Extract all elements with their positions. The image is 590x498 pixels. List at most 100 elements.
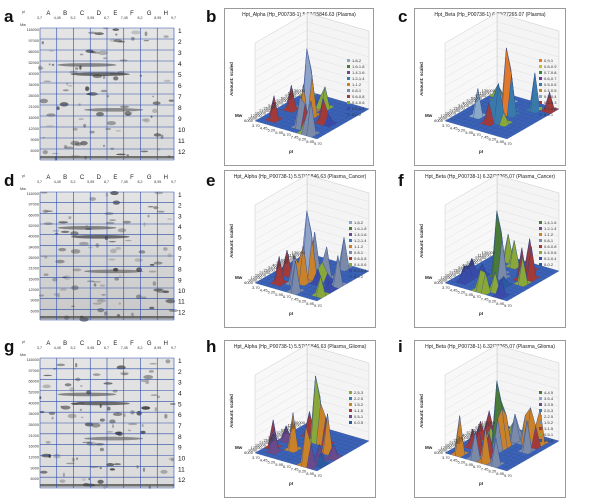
mw-value: 116000: [27, 28, 39, 32]
mw-value: 97000: [28, 203, 39, 207]
legend-swatch: [349, 415, 352, 418]
wall-gridline: [444, 64, 560, 96]
legend-swatch: [539, 397, 542, 400]
pi-tick-label: 3.70: [252, 285, 261, 290]
gel-spot: [60, 405, 64, 408]
pi-tick-label: 4.45: [450, 457, 459, 462]
gel-spot: [42, 384, 51, 389]
pi-tick-label: 4.45: [450, 287, 459, 292]
gel-spot: [163, 35, 169, 38]
gel-spot: [105, 221, 115, 225]
legend-swatch: [539, 77, 542, 80]
mw-tick-label: 6000: [244, 280, 254, 285]
legend-label: 1-1.2: [352, 82, 362, 87]
gel-spot: [130, 312, 134, 317]
legend-swatch: [539, 439, 542, 442]
row-number: 7: [178, 94, 182, 101]
pi-value: 4,45: [54, 16, 61, 20]
legend-label: 0.6-0.8: [354, 256, 367, 261]
mw-tick-label: 26000: [454, 268, 466, 273]
legend-swatch: [349, 257, 352, 260]
gel-spot: [106, 121, 117, 126]
pi-value: 8,95: [154, 16, 161, 20]
pi-tick-label: 8.95: [496, 471, 505, 476]
wall-gridline: [444, 379, 560, 410]
gel-spot: [103, 57, 108, 60]
pi-value: 4,45: [54, 346, 61, 350]
gel-spot: [45, 440, 51, 444]
mw-tick-label: 52000: [277, 430, 289, 435]
wall-gridline: [444, 47, 560, 78]
row-number: 7: [178, 256, 182, 263]
gel-spot: [93, 51, 100, 54]
gel-spot: [119, 105, 130, 108]
mw-tick-label: 136000: [292, 420, 306, 425]
mw-tick-label: 66000: [281, 428, 293, 433]
gel-spot: [96, 112, 104, 117]
mw-tick-label: 26000: [264, 106, 276, 111]
gel-spot: [164, 413, 168, 419]
mw-value: 34000: [28, 412, 39, 416]
wall-gridline: [444, 370, 560, 402]
row-number: 1: [178, 358, 182, 365]
legend-swatch: [347, 89, 350, 92]
pi-tick-label: 3.70: [252, 123, 261, 128]
legend-swatch: [347, 59, 350, 62]
wall-gridline: [254, 200, 370, 232]
gel-spot: [121, 372, 129, 376]
gel-spot: [149, 263, 155, 266]
row-number: 3: [178, 380, 182, 387]
gel-spot: [110, 248, 117, 254]
gel-spot: [140, 379, 147, 383]
lane-label: C: [80, 175, 85, 181]
row-number: 10: [178, 127, 186, 134]
mw-tick-label: 116000: [288, 253, 302, 258]
row-number: 12: [178, 149, 186, 156]
legend-label: 1.4-1.6: [544, 220, 557, 225]
x-axis-label: pI: [289, 481, 293, 486]
gel-spot: [82, 441, 90, 444]
wall-gridline: [254, 21, 370, 52]
pi-tick-label: 8.20: [299, 299, 308, 304]
wall-gridline: [444, 21, 560, 52]
pi-value: 5,2: [71, 16, 76, 20]
legend-swatch: [349, 403, 352, 406]
legend-label: 1-1.2: [354, 244, 364, 249]
legend-swatch: [347, 107, 350, 110]
gel-spot: [43, 80, 51, 82]
mw-tick-label: 52000: [467, 430, 479, 435]
gel-spot: [78, 103, 81, 106]
legend-label: 1.5-2: [544, 420, 554, 425]
gel-spot: [110, 190, 119, 196]
pi-tick-label: 6.70: [473, 464, 482, 469]
legend-swatch: [349, 227, 352, 230]
gel-spot: [93, 283, 97, 287]
gel-spot: [141, 424, 144, 427]
legend-swatch: [349, 263, 352, 266]
gel-spot: [136, 465, 139, 469]
legend-swatch: [347, 101, 350, 104]
mw-value: 16000: [28, 445, 39, 449]
mw-value: 9000: [31, 299, 39, 303]
pi-tick-label: 5.95: [275, 462, 284, 467]
gel-spot: [116, 153, 126, 156]
mw-tick-label: 9000: [438, 278, 448, 283]
legend-label: 1.4-1.6: [354, 232, 367, 237]
pi-tick-label: 8.95: [306, 471, 315, 476]
mw-tick-label: 16000: [255, 443, 267, 448]
surface-graphic: 3.70 4.45 5.20 5.95 6.70 7.45 8.20 8.95 9.70 1360…: [229, 174, 370, 316]
pi-tick-label: 8.20: [299, 137, 308, 142]
gel-spot: [53, 293, 58, 296]
gel-spot: [112, 389, 118, 393]
gel-spot: [51, 416, 54, 420]
lane-label: G: [147, 341, 152, 347]
mw-tick-label: 136000: [482, 250, 496, 255]
mw-tick-label: 6000: [434, 280, 444, 285]
gel-spot: [60, 230, 70, 233]
legend-swatch: [349, 233, 352, 236]
gel-spot: [55, 259, 65, 264]
gel-spot: [40, 192, 48, 194]
row-number: 7: [178, 423, 182, 430]
gel-spot: [153, 288, 163, 292]
gel-spot: [106, 406, 111, 411]
